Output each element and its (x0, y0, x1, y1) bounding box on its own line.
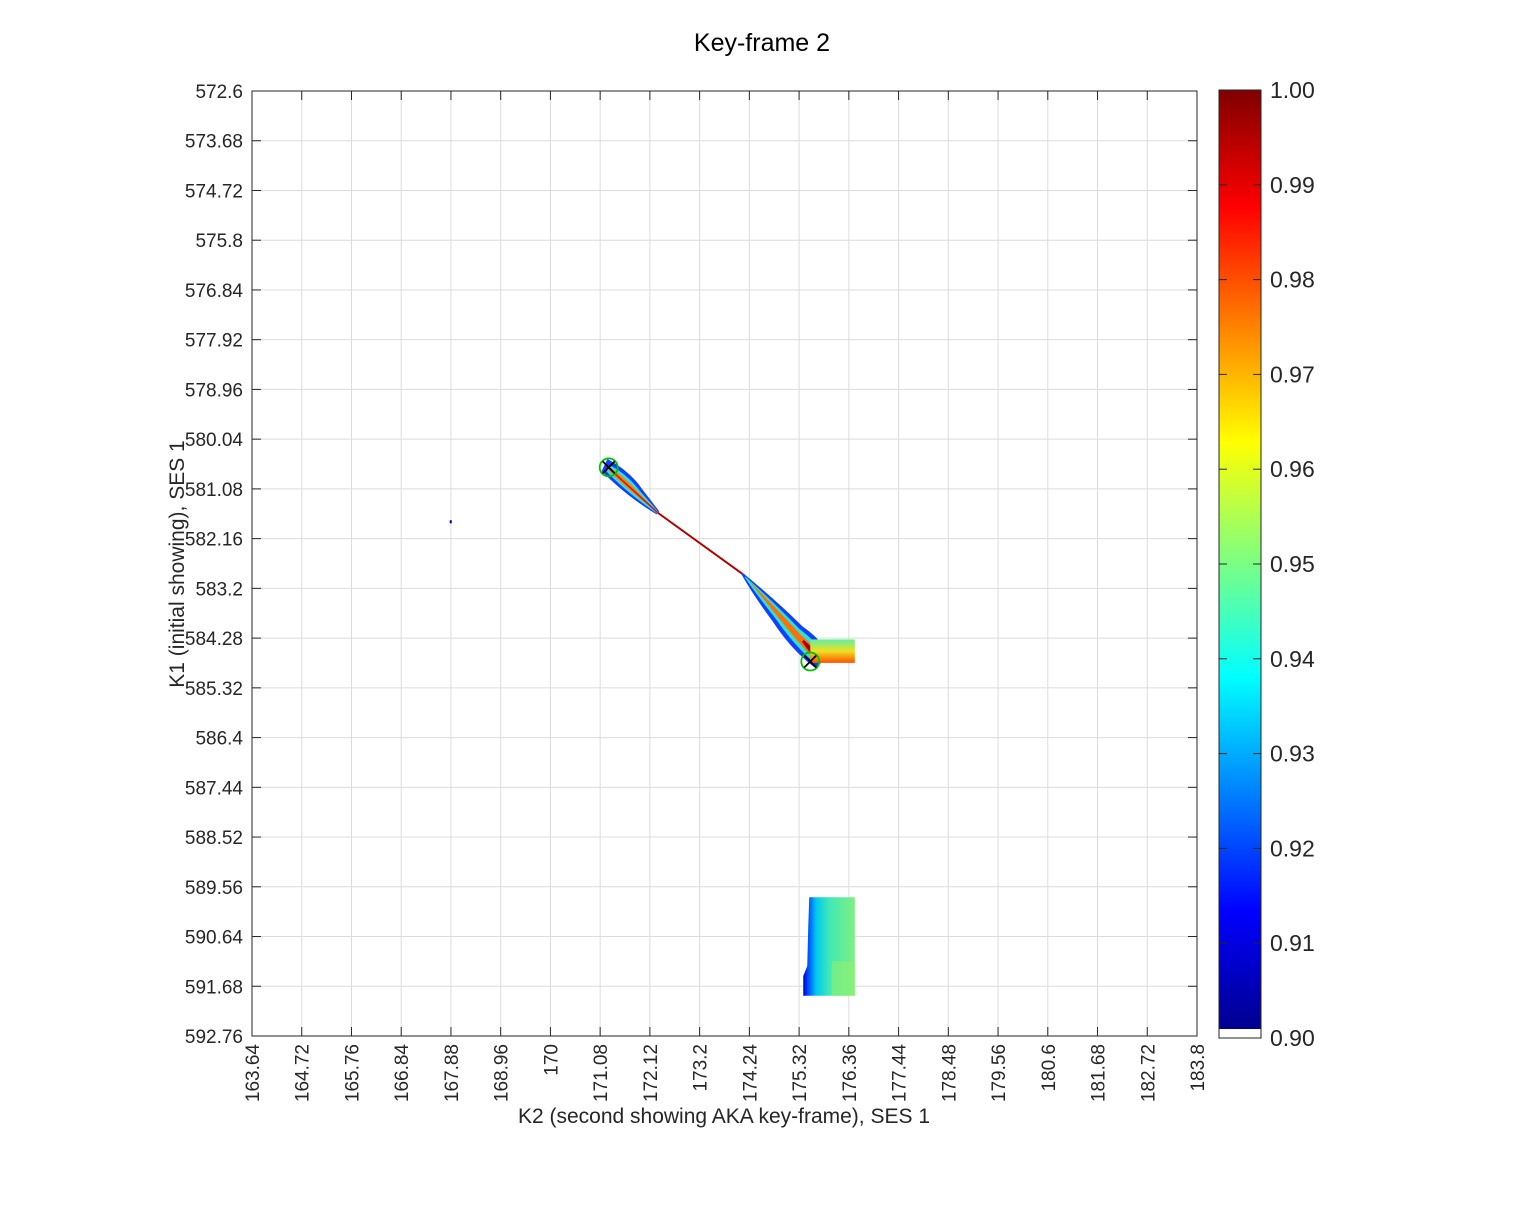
x-tick-label: 172.12 (641, 1044, 662, 1102)
diagonal-band-lower (741, 573, 829, 668)
y-tick-label: 574.72 (185, 181, 243, 202)
y-tick-labels: 572.6 573.68 574.72 575.8 576.84 577.92 578.96… (185, 82, 244, 1048)
colorbar-tick-label: 0.98 (1270, 267, 1315, 293)
x-tick-label: 173.2 (691, 1044, 712, 1092)
colorbar-tick-label: 0.90 (1270, 1025, 1315, 1051)
x-tick-label: 175.32 (790, 1044, 811, 1102)
y-tick-label: 591.68 (185, 977, 243, 998)
x-tick-label: 179.56 (989, 1044, 1010, 1102)
x-tick-label: 167.88 (442, 1044, 463, 1102)
x-tick-label: 164.72 (293, 1044, 314, 1102)
y-tick-label: 587.44 (185, 778, 244, 799)
x-tick-label: 176.36 (840, 1044, 861, 1102)
band-lower-core (748, 579, 820, 661)
y-tick-label: 590.64 (185, 928, 244, 949)
y-tick-label: 586.4 (195, 729, 243, 750)
colorbar-tick-label: 0.91 (1270, 930, 1315, 956)
diagonal-line (657, 512, 743, 575)
y-axis-label: K1 (initial showing), SES 1 (166, 440, 189, 687)
colorbar-gradient (1219, 90, 1261, 1029)
y-tick-label: 573.68 (185, 132, 243, 153)
x-tick-label: 171.08 (591, 1044, 612, 1102)
horizontal-block (810, 639, 855, 663)
x-tick-label: 178.48 (939, 1044, 960, 1102)
lower-right-block-highlight (831, 961, 855, 996)
marker-x (602, 460, 616, 475)
y-tick-label: 581.08 (185, 480, 243, 501)
marker-circle (598, 457, 619, 478)
x-tick-label: 177.44 (890, 1044, 911, 1103)
y-tick-label: 584.28 (185, 629, 243, 650)
x-tick-label: 165.76 (342, 1044, 363, 1102)
plot-frame (251, 90, 1198, 1037)
isolated-point (449, 520, 452, 524)
x-tick-label: 170 (541, 1044, 562, 1076)
x-tick-label: 182.72 (1138, 1044, 1159, 1102)
colorbar-tick-labels: 0.90 0.91 0.92 0.93 0.94 0.95 0.96 0.97 0.98 0.99… (1219, 77, 1315, 1051)
chart-title: Key-frame 2 (694, 29, 830, 57)
colorbar-tick-label: 1.00 (1270, 77, 1315, 103)
colorbar-tick-label: 0.95 (1270, 551, 1315, 577)
x-tick-label: 163.64 (243, 1044, 264, 1103)
x-axis-label: K2 (second showing AKA key-frame), SES 1 (518, 1105, 930, 1128)
x-tick-label: 181.68 (1089, 1044, 1110, 1102)
x-tick-label: 166.84 (392, 1044, 413, 1103)
y-tick-label: 589.56 (185, 878, 243, 899)
colorbar-tick-label: 0.96 (1270, 456, 1315, 482)
marker-x (803, 654, 817, 669)
y-tick-label: 592.76 (185, 1027, 243, 1048)
axes (251, 90, 1198, 1037)
y-tick-label: 575.8 (195, 231, 243, 252)
marker-circle (800, 651, 821, 672)
colorbar-tick-label: 0.99 (1270, 172, 1315, 198)
colorbar-tick-label: 0.94 (1270, 646, 1315, 672)
marker-point (800, 651, 821, 672)
y-tick-label: 585.32 (185, 679, 243, 700)
x-tick-labels: 163.64 164.72 165.76 166.84 167.88 168.96 170 1… (243, 1044, 1209, 1103)
y-tick-label: 576.84 (185, 281, 244, 302)
colorbar-tick-label: 0.92 (1270, 835, 1315, 861)
y-tick-label: 588.52 (185, 828, 243, 849)
x-tick-label: 180.6 (1039, 1044, 1060, 1092)
x-tick-label: 183.8 (1188, 1044, 1209, 1092)
y-tick-label: 578.96 (185, 380, 243, 401)
x-tick-label: 168.96 (492, 1044, 513, 1102)
colorbar-tick-label: 0.93 (1270, 741, 1315, 767)
plot-data (449, 457, 855, 996)
y-tick-label: 580.04 (185, 430, 244, 451)
colorbar-tick-label: 0.97 (1270, 361, 1315, 387)
y-tick-label: 583.2 (195, 579, 243, 600)
grid (251, 90, 1198, 1037)
marker-point (598, 457, 619, 478)
y-tick-label: 577.92 (185, 331, 243, 352)
x-tick-label: 174.24 (740, 1044, 761, 1103)
y-tick-label: 572.6 (195, 82, 243, 103)
y-tick-label: 582.16 (185, 530, 243, 551)
